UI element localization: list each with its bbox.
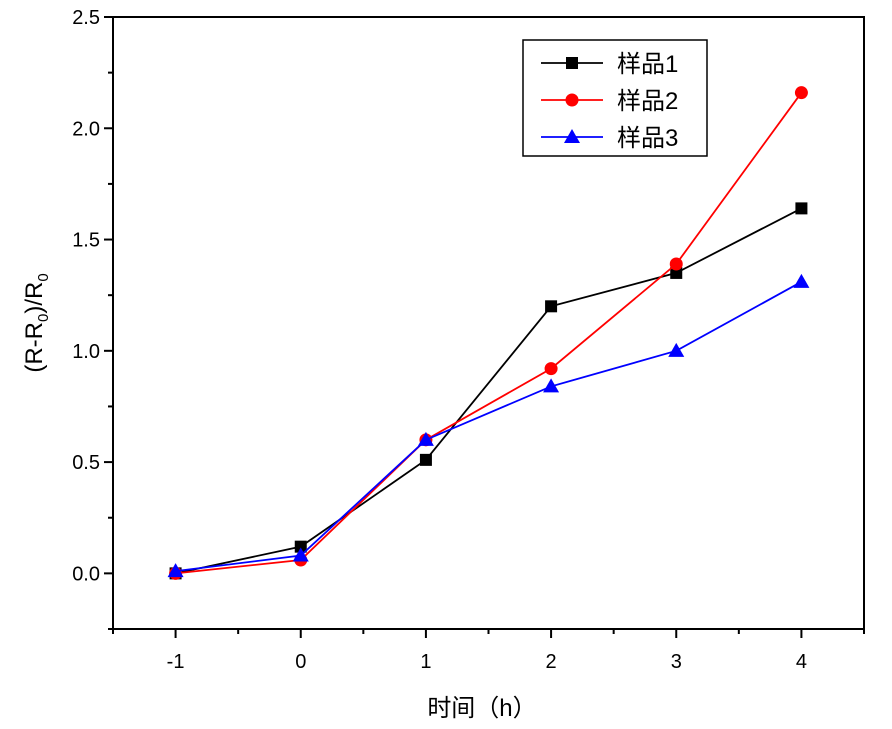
legend-item-1: 样品1 (541, 51, 678, 78)
triangle-marker (417, 431, 434, 446)
y-tick-label: 1.5 (72, 230, 100, 252)
series-line (175, 281, 802, 573)
x-tick-label: 2 (546, 651, 557, 673)
circle-marker (794, 86, 808, 100)
legend-box (522, 39, 708, 157)
y-tick-label: 0.5 (72, 452, 100, 474)
x-tick-label: -1 (167, 651, 185, 673)
circle-marker (565, 93, 579, 107)
triangle-marker (167, 563, 184, 578)
triangle-marker (668, 342, 685, 357)
legend-item-2: 样品2 (541, 88, 678, 115)
circle-marker (669, 257, 683, 271)
triangle-marker (292, 547, 309, 562)
legend: 样品1 样品2 样品3 (522, 39, 708, 157)
y-tick-label: 1.0 (72, 341, 100, 363)
square-marker (545, 300, 558, 313)
x-tick-label: 3 (671, 651, 682, 673)
triangle-marker (564, 129, 580, 143)
legend-item-3: 样品3 (541, 125, 678, 152)
legend-label: 样品3 (617, 125, 678, 152)
series-line (175, 92, 803, 575)
square-marker (294, 540, 307, 553)
y-tick-label: 2.0 (72, 118, 100, 140)
circle-marker (544, 362, 558, 376)
x-tick-label: 4 (796, 651, 807, 673)
square-marker (670, 266, 683, 279)
plot-frame (112, 16, 865, 630)
square-marker (566, 57, 578, 69)
y-tick-label: 0.0 (72, 563, 100, 585)
legend-label: 样品2 (617, 88, 678, 115)
x-axis-label: 时间（h） (427, 695, 536, 722)
y-axis-label: (R-R0)/R0 (21, 273, 52, 372)
series-3 (167, 273, 810, 578)
x-tick-label: 1 (420, 651, 431, 673)
triangle-marker (543, 378, 560, 393)
series-2 (169, 86, 808, 580)
triangle-marker (793, 273, 810, 288)
series-line (175, 207, 802, 575)
legend-label: 样品1 (617, 51, 678, 78)
square-marker (419, 453, 432, 466)
x-tick-label: 0 (295, 651, 306, 673)
y-tick-label: 2.5 (72, 7, 100, 29)
square-marker (795, 202, 808, 215)
series-1 (169, 202, 808, 580)
